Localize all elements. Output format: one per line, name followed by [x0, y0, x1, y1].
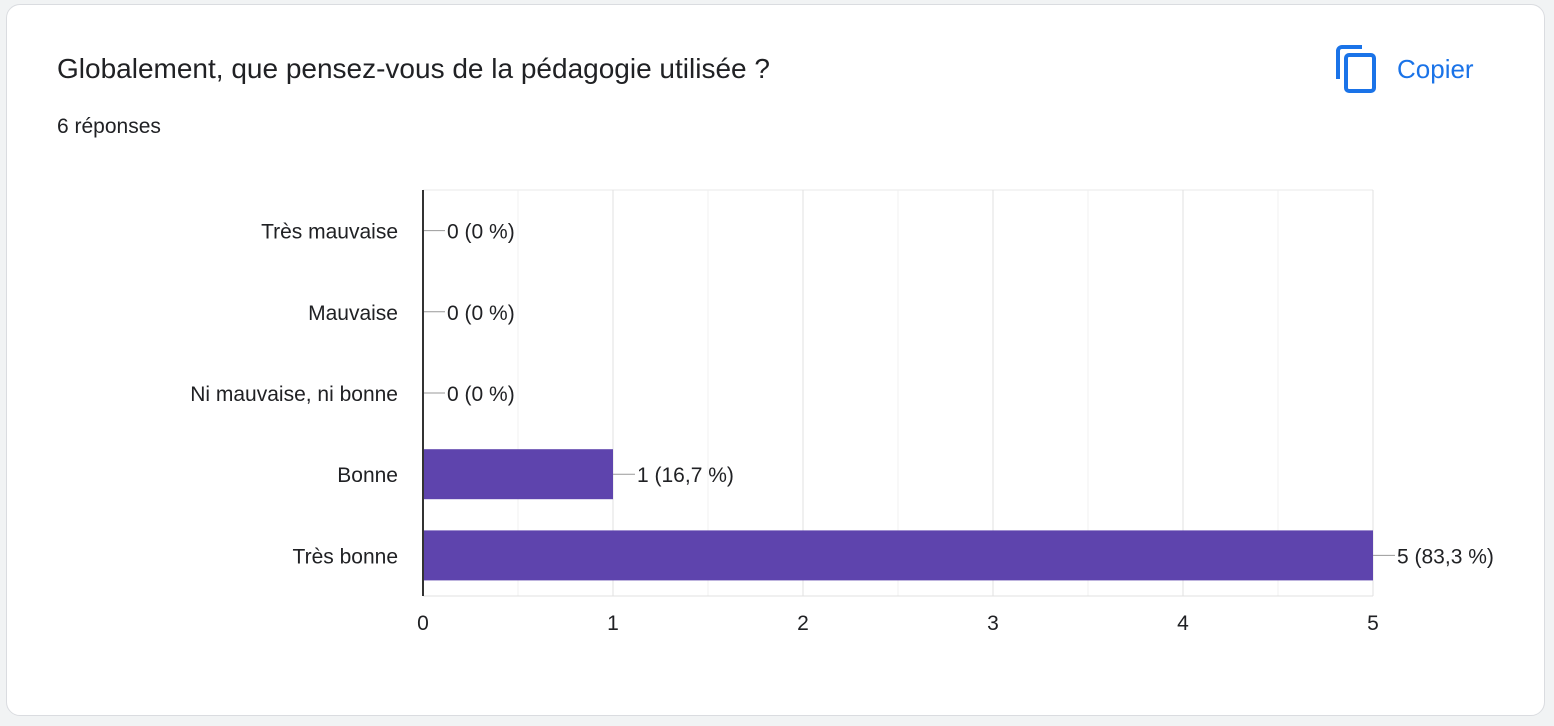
data-label: 0 (0 %) [447, 221, 515, 244]
copy-icon [1336, 45, 1376, 93]
response-count: 6 réponses [57, 115, 161, 138]
question-summary-card: Globalement, que pensez-vous de la pédag… [6, 4, 1545, 716]
x-tick-label: 3 [987, 612, 999, 635]
x-tick-label: 1 [607, 612, 619, 635]
data-label: 5 (83,3 %) [1397, 545, 1494, 568]
data-label: 1 (16,7 %) [637, 464, 734, 487]
category-label: Très mauvaise [261, 221, 398, 244]
category-label: Mauvaise [308, 302, 398, 325]
category-label: Ni mauvaise, ni bonne [190, 383, 398, 406]
category-label: Très bonne [293, 545, 398, 568]
x-tick-label: 4 [1177, 612, 1189, 635]
bar [423, 449, 613, 500]
x-tick-label: 2 [797, 612, 809, 635]
bar [423, 530, 1373, 581]
copy-button-label: Copier [1397, 53, 1474, 84]
x-tick-label: 0 [417, 612, 429, 635]
data-label: 0 (0 %) [447, 302, 515, 325]
x-tick-label: 5 [1367, 612, 1379, 635]
copy-button[interactable]: Copier [1335, 43, 1474, 95]
question-title: Globalement, que pensez-vous de la pédag… [57, 53, 770, 84]
data-label: 0 (0 %) [447, 383, 515, 406]
category-label: Bonne [337, 464, 398, 487]
